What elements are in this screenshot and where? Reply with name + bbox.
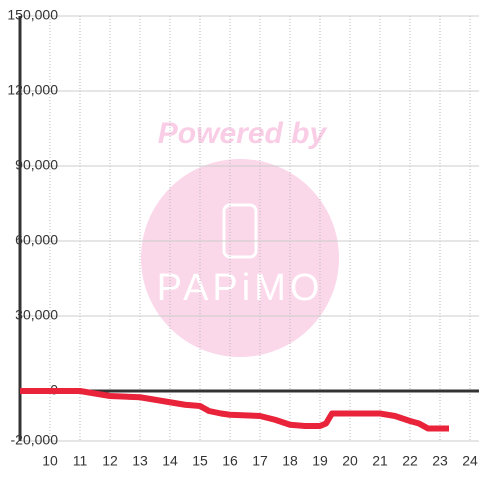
x-tick-label: 11 [73, 453, 88, 469]
x-tick-label: 14 [162, 453, 178, 469]
watermark: Powered by PAPiMO [141, 117, 339, 357]
y-tick-label: 150,000 [7, 7, 58, 23]
watermark-icon [222, 203, 258, 259]
x-tick-label: 17 [252, 453, 268, 469]
x-tick-label: 10 [42, 453, 58, 469]
x-tick-label: 15 [192, 453, 208, 469]
x-tick-label: 24 [462, 453, 478, 469]
watermark-logo: PAPiMO [157, 267, 324, 309]
y-tick-label: 90,000 [15, 157, 58, 173]
y-tick-label: 60,000 [15, 232, 58, 248]
x-tick-label: 20 [342, 453, 358, 469]
x-tick-label: 18 [282, 453, 298, 469]
y-tick-label: -20,000 [11, 432, 59, 448]
data-line [20, 388, 449, 432]
x-tick-label: 22 [402, 453, 418, 469]
watermark-title: Powered by [158, 117, 328, 150]
x-tick-label: 16 [222, 453, 238, 469]
x-tick-label: 23 [432, 453, 448, 469]
x-tick-label: 19 [312, 453, 328, 469]
x-tick-label: 12 [102, 453, 118, 469]
x-tick-label: 21 [372, 453, 388, 469]
y-tick-label: 120,000 [7, 82, 58, 98]
y-tick-label: 30,000 [15, 307, 58, 323]
x-tick-label: 13 [132, 453, 148, 469]
